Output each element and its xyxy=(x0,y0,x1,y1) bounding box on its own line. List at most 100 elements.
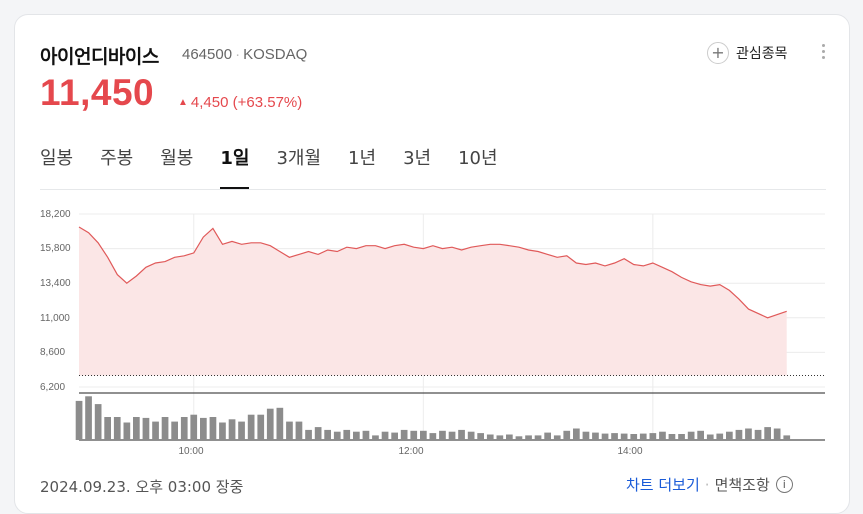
x-tick-label: 10:00 xyxy=(178,446,204,457)
period-tabs: 일봉 주봉 월봉 1일 3개월 1년 3년 10년 xyxy=(40,144,525,189)
price-area xyxy=(79,227,787,376)
volume-bar xyxy=(161,417,169,440)
volume-bar xyxy=(209,417,217,440)
y-tick-label: 13,400 xyxy=(40,278,71,289)
volume-bar xyxy=(592,432,599,440)
volume-bar xyxy=(276,407,284,440)
volume-bar xyxy=(410,430,418,440)
volume-bar xyxy=(362,430,370,440)
volume-bar xyxy=(104,417,111,440)
volume-bar xyxy=(726,431,733,440)
tab-1day[interactable]: 1일 xyxy=(220,144,250,189)
disclaimer-link[interactable]: 면책조항 xyxy=(714,476,770,494)
volume-bar xyxy=(697,430,704,440)
volume-bar xyxy=(687,431,695,440)
volume-bar xyxy=(238,421,245,440)
volume-bar xyxy=(620,433,628,440)
volume-bar xyxy=(630,434,638,440)
plus-icon: + xyxy=(707,42,729,64)
tab-1year[interactable]: 1년 xyxy=(348,148,377,169)
volume-bar xyxy=(678,434,685,440)
volume-bar xyxy=(391,432,398,440)
watchlist-button[interactable]: + 관심종목 xyxy=(707,42,788,64)
volume-bar xyxy=(75,400,83,440)
volume-bar xyxy=(353,431,360,440)
volume-bar xyxy=(400,429,408,440)
tab-10year[interactable]: 10년 xyxy=(458,148,498,169)
volume-bar xyxy=(477,433,484,440)
volume-bar xyxy=(764,427,771,440)
volume-bar xyxy=(611,433,618,440)
volume-bar xyxy=(659,431,666,440)
y-tick-label: 11,000 xyxy=(40,313,70,324)
volume-bar xyxy=(180,417,188,440)
y-tick-label: 8,600 xyxy=(40,347,66,358)
volume-bar xyxy=(343,429,351,440)
tab-weekly[interactable]: 주봉 xyxy=(100,148,134,169)
volume-bar xyxy=(496,435,504,440)
volume-bar xyxy=(429,433,437,440)
volume-bar xyxy=(133,417,140,440)
volume-bar xyxy=(113,417,121,440)
volume-bar xyxy=(783,435,791,440)
volume-bar xyxy=(745,428,752,440)
volume-bar xyxy=(467,431,475,440)
tab-3month[interactable]: 3개월 xyxy=(276,148,322,169)
more-chart-link[interactable]: 차트 더보기 xyxy=(626,476,700,494)
volume-bar xyxy=(735,429,743,440)
volume-bar xyxy=(247,414,255,440)
volume-bar xyxy=(85,396,92,440)
volume-bar xyxy=(228,419,236,440)
volume-bar xyxy=(295,421,303,440)
volume-bar xyxy=(123,422,131,440)
volume-bar xyxy=(458,429,465,440)
change-amount: 4,450 xyxy=(190,94,229,111)
volume-bar xyxy=(716,433,724,440)
volume-bar xyxy=(200,417,207,440)
volume-bar xyxy=(573,428,580,440)
volume-bar xyxy=(525,435,532,440)
volume-bar xyxy=(582,431,590,440)
stock-meta: 464500 · KOSDAQ xyxy=(182,46,307,63)
volume-bar xyxy=(257,414,265,440)
volume-bar xyxy=(381,431,389,440)
volume-bar xyxy=(486,434,494,440)
volume-bar xyxy=(333,431,341,440)
volume-bar xyxy=(266,408,274,440)
volume-bar xyxy=(152,421,159,440)
volume-bar xyxy=(773,428,781,440)
tab-daily[interactable]: 일봉 xyxy=(40,148,74,169)
volume-bar xyxy=(372,435,379,440)
stock-code: 464500 xyxy=(182,46,233,63)
volume-bar xyxy=(553,435,561,440)
volume-bar xyxy=(314,427,322,440)
volume-bar xyxy=(706,434,714,440)
up-triangle-icon: ▲ xyxy=(178,97,188,108)
tab-divider xyxy=(40,189,826,190)
y-tick-label: 6,200 xyxy=(40,382,66,393)
volume-bar xyxy=(439,430,446,440)
price-line xyxy=(78,226,787,319)
watchlist-label: 관심종목 xyxy=(736,46,788,62)
more-options-icon[interactable] xyxy=(818,44,828,64)
y-tick-label: 18,200 xyxy=(40,209,71,220)
footer-links: 차트 더보기 · 면책조항 i xyxy=(626,474,793,495)
volume-bar xyxy=(563,430,571,440)
volume-bar xyxy=(94,404,102,440)
volume-bar xyxy=(754,429,762,440)
current-price: 11,450 xyxy=(40,72,155,113)
volume-bar xyxy=(448,431,456,440)
volume-bar xyxy=(305,429,312,440)
volume-bar xyxy=(286,421,293,440)
intraday-chart[interactable] xyxy=(0,0,863,495)
tab-monthly[interactable]: 월봉 xyxy=(160,148,194,169)
info-icon[interactable]: i xyxy=(775,476,793,493)
volume-bar xyxy=(639,433,647,440)
volume-bar xyxy=(190,414,198,440)
stock-market: KOSDAQ xyxy=(243,46,308,63)
volume-bar xyxy=(142,417,150,440)
separator-dot: · xyxy=(235,46,241,63)
separator-dot: · xyxy=(704,475,710,494)
tab-3year[interactable]: 3년 xyxy=(403,148,432,169)
volume-bar xyxy=(171,421,178,440)
